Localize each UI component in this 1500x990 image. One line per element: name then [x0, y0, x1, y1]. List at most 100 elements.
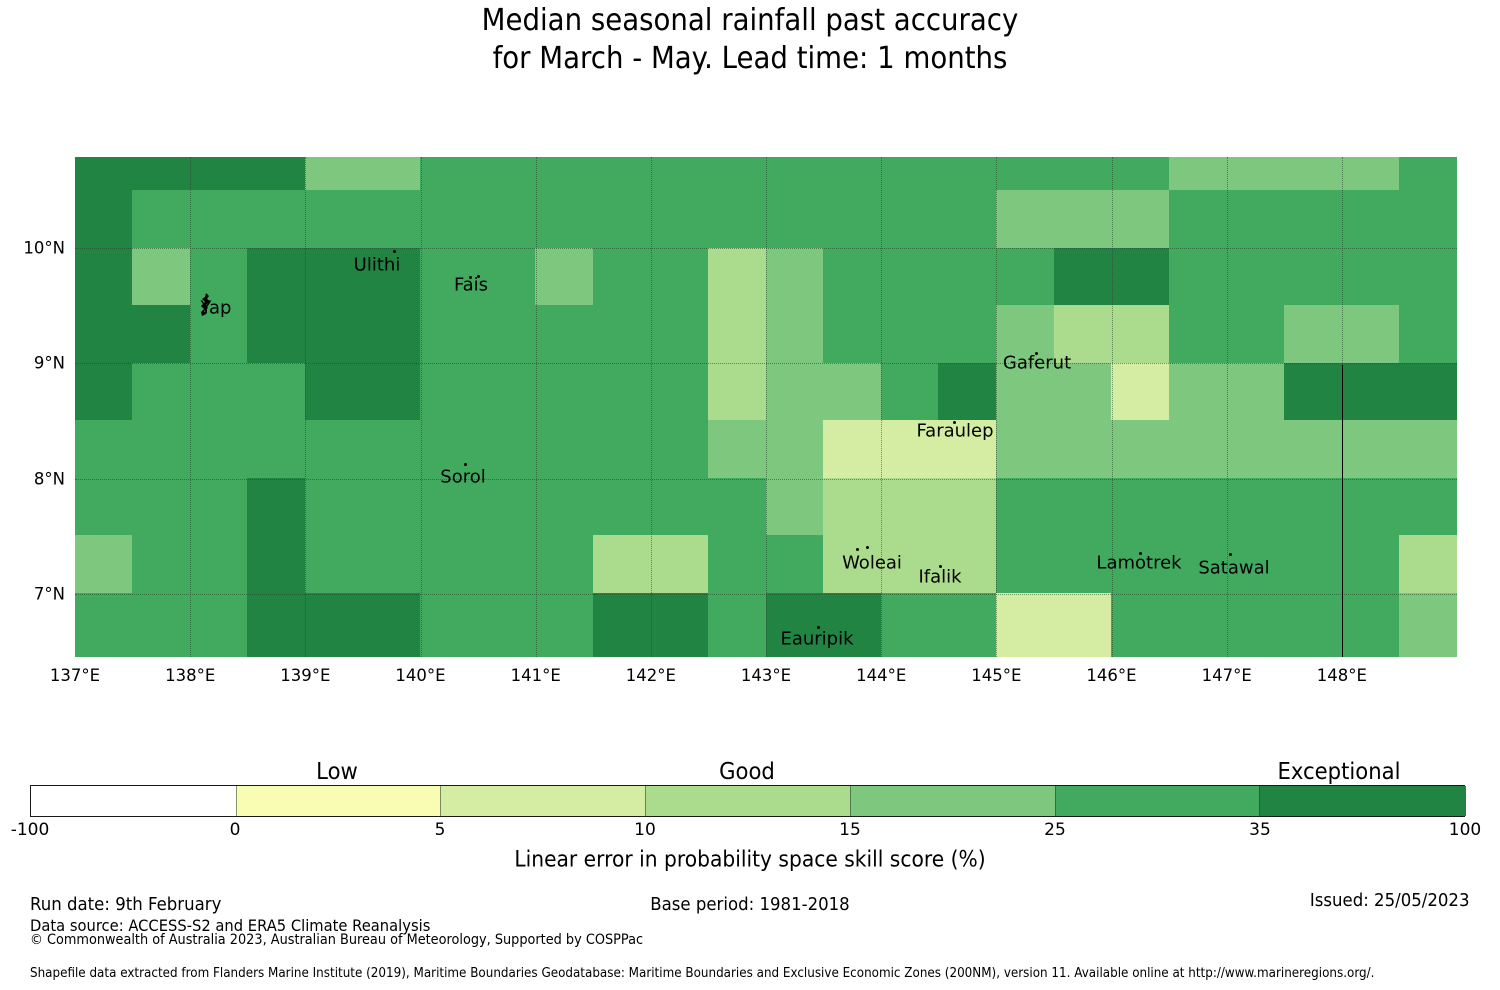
grid-cell	[362, 156, 421, 191]
grid-cell	[823, 535, 882, 594]
grid-cell	[1226, 535, 1285, 594]
grid-cell	[1399, 156, 1458, 191]
grid-cell	[189, 362, 249, 421]
x-tick-label: 142°E	[625, 666, 676, 685]
longitude-gridline	[996, 157, 998, 657]
grid-cell	[996, 247, 1055, 306]
grid-cell	[1341, 156, 1400, 191]
grid-cell	[1283, 362, 1343, 421]
grid-cell	[765, 156, 824, 191]
grid-cell	[996, 362, 1055, 421]
run-date-text: Run date: 9th February	[30, 894, 222, 915]
grid-cell	[996, 592, 1055, 658]
grid-cell	[823, 156, 882, 191]
longitude-gridline	[420, 157, 422, 657]
grid-cell	[1168, 156, 1227, 191]
grid-cell	[592, 535, 652, 594]
island-dot	[855, 547, 859, 551]
island-label: Eauripik	[780, 628, 854, 650]
grid-cell	[362, 420, 421, 479]
grid-cell	[765, 305, 824, 364]
grid-cell	[938, 156, 997, 191]
y-tick-label: 7°N	[33, 584, 65, 604]
grid-cell	[823, 247, 882, 306]
grid-cell	[132, 477, 191, 536]
island-dot	[476, 274, 480, 278]
grid-cell	[823, 305, 882, 364]
grid-cell	[74, 592, 133, 658]
grid-cell	[823, 420, 882, 479]
x-tick-label: 147°E	[1201, 666, 1252, 685]
x-tick-label: 144°E	[856, 666, 907, 685]
island-dot	[1034, 351, 1038, 355]
grid-cell	[880, 592, 940, 658]
grid-cell	[1111, 420, 1170, 479]
colorbar-tick-label: 100	[1448, 820, 1482, 840]
longitude-gridline	[650, 157, 652, 657]
longitude-gridline	[535, 157, 537, 657]
grid-cell	[1053, 247, 1112, 306]
grid-cell	[1226, 190, 1285, 249]
longitude-gridline	[766, 157, 767, 657]
grid-cell	[420, 592, 479, 658]
grid-cell	[189, 592, 249, 658]
grid-cell	[708, 190, 767, 249]
grid-cell	[880, 477, 940, 536]
grid-cell	[74, 247, 133, 306]
grid-cell	[247, 190, 306, 249]
grid-cell	[592, 190, 652, 249]
island-label: Lamotrek	[1096, 552, 1182, 574]
grid-cell	[477, 305, 536, 364]
grid-cell	[1341, 592, 1400, 658]
x-tick-label: 141°E	[510, 666, 561, 685]
chart-title-line2: for March - May. Lead time: 1 months	[492, 41, 1008, 76]
grid-cell	[650, 592, 709, 658]
grid-cell	[996, 535, 1055, 594]
grid-cell	[305, 156, 364, 191]
island-label: Fais	[453, 274, 489, 296]
grid-cell	[708, 535, 767, 594]
grid-cell	[305, 477, 364, 536]
grid-cell	[1283, 190, 1343, 249]
y-tick-label: 9°N	[33, 353, 65, 373]
grid-cell	[1399, 247, 1458, 306]
grid-cell	[535, 477, 594, 536]
grid-cell	[880, 247, 940, 306]
grid-cell	[1168, 477, 1227, 536]
grid-cell	[132, 247, 191, 306]
island-dot	[1138, 551, 1142, 555]
grid-cell	[1283, 420, 1343, 479]
grid-cell	[535, 592, 594, 658]
grid-cell	[880, 420, 940, 479]
grid-cell	[477, 535, 536, 594]
copyright-text: © Commonwealth of Australia 2023, Austra…	[30, 932, 644, 948]
grid-cell	[1111, 305, 1170, 364]
legend-category-low: Low	[316, 759, 358, 785]
grid-cell	[74, 305, 133, 364]
grid-cell	[535, 362, 594, 421]
grid-cell	[132, 535, 191, 594]
grid-cell	[650, 247, 709, 306]
grid-cell	[1168, 362, 1227, 421]
base-period-text: Base period: 1981-2018	[650, 894, 850, 915]
grid-cell	[477, 420, 536, 479]
grid-cell	[247, 156, 306, 191]
issued-date-text: Issued: 25/05/2023	[1310, 890, 1470, 911]
colorbar	[30, 785, 1466, 817]
grid-cell	[1168, 247, 1227, 306]
grid-cell	[1283, 592, 1343, 658]
grid-cell	[1168, 535, 1227, 594]
longitude-gridline	[190, 157, 192, 657]
grid-cell	[74, 420, 133, 479]
grid-cell	[1341, 362, 1400, 421]
grid-cell	[132, 362, 191, 421]
grid-cell	[247, 420, 306, 479]
x-tick-label: 145°E	[971, 666, 1022, 685]
colorbar-tick-label: 35	[1249, 820, 1271, 840]
grid-cell	[880, 535, 940, 594]
grid-cell	[1226, 362, 1285, 421]
grid-cell	[189, 305, 249, 364]
grid-cell	[1111, 362, 1170, 421]
grid-cell	[1053, 477, 1112, 536]
